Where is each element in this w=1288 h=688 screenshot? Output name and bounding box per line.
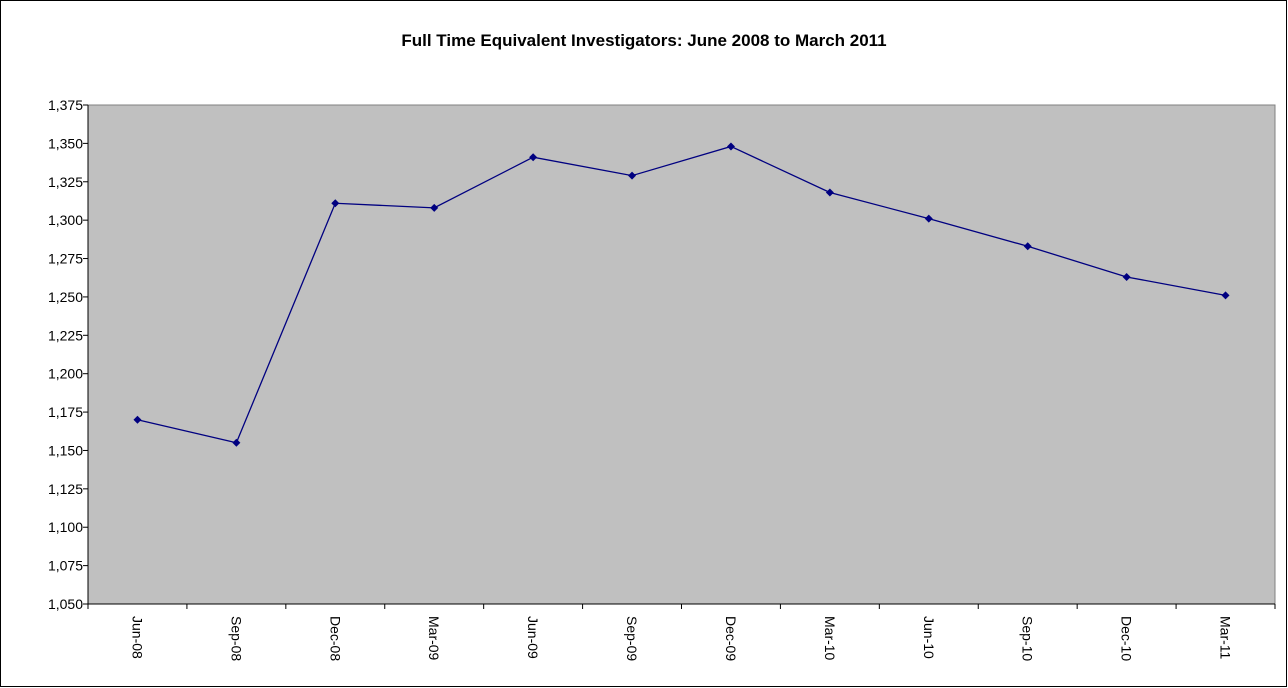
- chart-title: Full Time Equivalent Investigators: June…: [401, 31, 886, 50]
- x-tick-label: Jun-09: [525, 616, 541, 659]
- y-tick-label: 1,350: [48, 135, 83, 151]
- y-tick-label: 1,225: [48, 327, 83, 343]
- x-tick-label: Sep-10: [1020, 616, 1036, 661]
- y-tick-label: 1,150: [48, 442, 83, 458]
- x-tick-label: Mar-11: [1218, 616, 1234, 660]
- x-tick-label: Mar-10: [822, 616, 838, 661]
- y-tick-label: 1,250: [48, 289, 83, 305]
- plot-area: [87, 104, 1276, 605]
- marker: [628, 171, 637, 180]
- y-tick-label: 1,300: [48, 212, 83, 228]
- marker: [529, 153, 538, 162]
- line: [137, 145, 1226, 444]
- x-tick-label: Dec-10: [1119, 616, 1135, 661]
- x-tick-label: Jun-08: [129, 616, 145, 659]
- marker: [1023, 242, 1032, 251]
- x-tick-label: Sep-08: [228, 616, 244, 661]
- y-tick-label: 1,075: [48, 558, 83, 574]
- marker: [1221, 291, 1230, 300]
- y-tick-label: 1,375: [48, 97, 83, 113]
- marker: [1122, 272, 1131, 281]
- x-tick-label: Jun-10: [921, 616, 937, 659]
- marker: [924, 214, 933, 223]
- y-tick-label: 1,275: [48, 251, 83, 267]
- y-tick-label: 1,325: [48, 174, 83, 190]
- y-tick-label: 1,125: [48, 481, 83, 497]
- marker: [726, 142, 735, 151]
- y-tick-label: 1,050: [48, 596, 83, 612]
- x-tick-label: Sep-09: [624, 616, 640, 661]
- marker: [133, 415, 142, 424]
- marker: [430, 203, 439, 212]
- x-tick-label: Dec-08: [327, 616, 343, 661]
- marker: [331, 199, 340, 208]
- marker: [825, 188, 834, 197]
- y-tick-label: 1,100: [48, 519, 83, 535]
- marker: [232, 438, 241, 447]
- x-tick-label: Mar-09: [426, 616, 442, 661]
- y-tick-label: 1,200: [48, 366, 83, 382]
- y-tick-label: 1,175: [48, 404, 83, 420]
- x-tick-label: Dec-09: [723, 616, 739, 661]
